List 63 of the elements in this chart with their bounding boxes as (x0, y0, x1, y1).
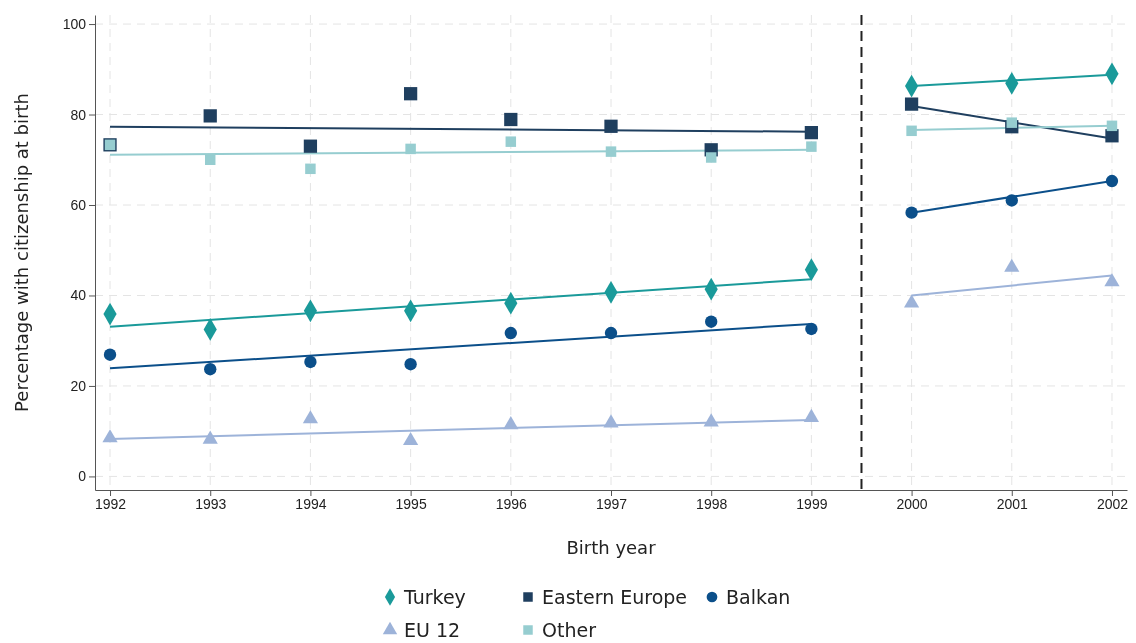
point (605, 146, 617, 157)
point (304, 355, 317, 369)
y-tick-label: 0 (78, 468, 87, 485)
legend-label: Other (542, 619, 597, 641)
point (404, 358, 417, 371)
y-axis-title: Percentage with citizenship at birth (11, 93, 32, 412)
point (1005, 194, 1018, 207)
legend-label: EU 12 (404, 619, 461, 641)
x-tick-label: 1994 (295, 495, 327, 512)
x-tick-label: 1995 (395, 495, 427, 512)
x-tick-label: 1996 (495, 495, 528, 512)
legend-label: Eastern Europe (542, 586, 688, 608)
point (904, 97, 919, 111)
point (204, 154, 216, 166)
point (806, 141, 817, 152)
point (905, 206, 918, 219)
legend-label: Balkan (726, 586, 791, 608)
point (504, 326, 517, 340)
point (303, 139, 318, 153)
point (1106, 120, 1118, 132)
point (204, 363, 217, 376)
x-tick-label: 1993 (195, 495, 227, 512)
point (805, 322, 818, 336)
point (804, 125, 819, 140)
point (1004, 258, 1020, 272)
y-tick-label: 80 (70, 106, 87, 123)
point (504, 112, 518, 127)
point (302, 410, 319, 424)
point (906, 125, 917, 137)
point (202, 430, 218, 444)
y-tick-label: 60 (70, 196, 87, 213)
x-axis-title: Birth year (566, 537, 657, 558)
point (103, 348, 117, 361)
point (703, 413, 719, 427)
point (604, 326, 618, 340)
point (603, 414, 619, 428)
point (405, 143, 416, 155)
point (305, 163, 316, 175)
point (1006, 117, 1018, 128)
x-tick-label: 1999 (796, 495, 828, 512)
x-tick-label: 1992 (94, 495, 127, 512)
x-tick-label: 2000 (896, 495, 928, 512)
x-tick-label: 1998 (696, 495, 728, 512)
point (803, 408, 819, 423)
point (604, 119, 618, 133)
legend-label: Turkey (403, 586, 466, 608)
x-tick-label: 2001 (996, 495, 1029, 512)
point (403, 431, 419, 446)
y-tick-label: 40 (70, 287, 87, 304)
point (1105, 174, 1119, 188)
x-tick-label: 2002 (1096, 495, 1129, 512)
point (705, 152, 717, 163)
point (903, 294, 920, 308)
point (1104, 273, 1120, 287)
x-tick-label: 1997 (595, 495, 628, 512)
point (203, 109, 217, 123)
y-tick-label: 100 (62, 16, 87, 33)
point (403, 87, 418, 101)
point (102, 429, 118, 443)
point (503, 416, 519, 430)
point (505, 136, 517, 147)
y-tick-label: 20 (70, 377, 87, 394)
point (705, 315, 718, 328)
